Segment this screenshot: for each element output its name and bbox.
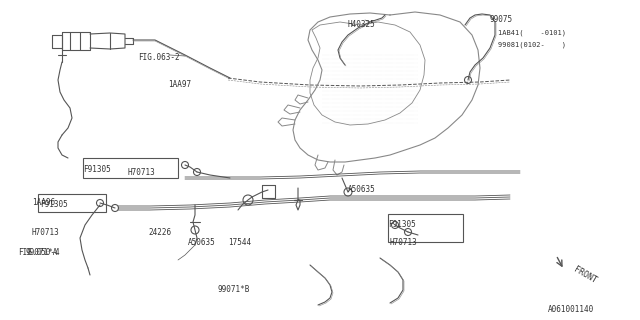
Text: A061001140: A061001140 [548,305,595,314]
Text: FRONT: FRONT [572,265,598,285]
Text: A50635: A50635 [188,238,216,247]
Text: 99071*A: 99071*A [25,248,58,257]
Text: H40325: H40325 [348,20,376,29]
Text: 17544: 17544 [228,238,251,247]
Text: H70713: H70713 [32,228,60,237]
Text: F91305: F91305 [388,220,416,229]
Text: A50635: A50635 [348,185,376,194]
Text: F91305: F91305 [83,165,111,174]
Text: 1AA97: 1AA97 [168,80,191,89]
Text: F91305: F91305 [40,200,68,209]
Text: 24226: 24226 [148,228,171,237]
Text: 99071*B: 99071*B [218,285,250,294]
Text: H70713: H70713 [127,168,155,177]
Text: FIG.050-4: FIG.050-4 [18,248,60,257]
Text: 99075: 99075 [490,15,513,24]
Bar [388,214,463,242]
Text: H70713: H70713 [390,238,418,247]
Bar [38,194,106,212]
Text: 1AA96: 1AA96 [32,198,55,207]
Bar [83,158,178,178]
Text: FIG.063-2: FIG.063-2 [138,53,180,62]
Text: 99081(0102-    ): 99081(0102- ) [498,42,566,49]
Text: 1AB41(    -0101): 1AB41( -0101) [498,30,566,36]
